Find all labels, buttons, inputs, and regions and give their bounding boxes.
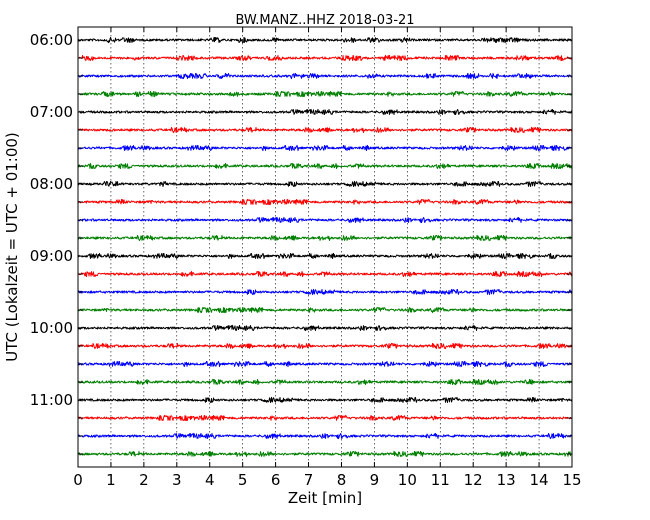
- seismic-traces: [77, 36, 573, 458]
- y-tick-label: 08:00: [30, 175, 73, 193]
- trace-1000: [77, 324, 573, 332]
- x-tick-label: 8: [337, 471, 347, 489]
- trace-0815: [77, 198, 573, 206]
- x-axis-label: Zeit [min]: [288, 489, 362, 507]
- y-tick-label: 11:00: [30, 391, 73, 409]
- x-tick-label: 0: [73, 471, 83, 489]
- x-tick-label: 13: [497, 471, 516, 489]
- trace-0700: [77, 108, 573, 116]
- x-tick-label: 7: [304, 471, 314, 489]
- y-tick-label: 10:00: [30, 319, 73, 337]
- y-tick-label: 06:00: [30, 31, 73, 49]
- x-tick-label: 12: [464, 471, 483, 489]
- trace-0900: [77, 252, 573, 260]
- trace-0615: [77, 54, 573, 62]
- y-tick-label: 07:00: [30, 103, 73, 121]
- trace-1045: [77, 378, 573, 386]
- trace-0600: [77, 36, 573, 44]
- trace-0845: [77, 234, 573, 242]
- trace-0715: [77, 126, 573, 134]
- trace-0930: [77, 288, 573, 296]
- y-axis-label: UTC (Lokalzeit = UTC + 01:00): [3, 132, 21, 362]
- trace-1115: [77, 414, 573, 422]
- x-tick-label: 14: [530, 471, 549, 489]
- trace-1130: [77, 432, 573, 440]
- x-axis-ticks: 0 1 2 3 4 5 6 7 8 9 10 11 12 13 14 15: [73, 27, 582, 489]
- x-tick-label: 15: [562, 471, 581, 489]
- vertical-gridlines: [110, 27, 540, 467]
- x-tick-label: 9: [370, 471, 380, 489]
- x-tick-label: 3: [172, 471, 182, 489]
- x-tick-label: 2: [139, 471, 149, 489]
- x-tick-label: 4: [205, 471, 215, 489]
- trace-0630: [77, 72, 573, 80]
- trace-0730: [77, 144, 573, 152]
- x-tick-label: 6: [271, 471, 281, 489]
- trace-1015: [77, 342, 573, 350]
- plot-frame: [77, 26, 573, 468]
- trace-1100: [77, 396, 573, 404]
- x-tick-label: 5: [238, 471, 248, 489]
- trace-0745: [77, 162, 573, 170]
- y-tick-label: 09:00: [30, 247, 73, 265]
- trace-0830: [77, 216, 573, 224]
- trace-0800: [77, 180, 573, 188]
- trace-1030: [77, 360, 573, 368]
- trace-0945: [77, 306, 573, 314]
- y-axis-ticks: 06:00 07:00 08:00 09:00 10:00 11:00: [30, 31, 572, 455]
- trace-0645: [77, 90, 573, 98]
- trace-0915: [77, 270, 573, 278]
- x-tick-label: 10: [398, 471, 417, 489]
- x-tick-label: 11: [431, 471, 450, 489]
- trace-1145: [77, 450, 573, 458]
- x-tick-label: 1: [106, 471, 116, 489]
- chart-title: BW.MANZ..HHZ 2018-03-21: [235, 13, 414, 28]
